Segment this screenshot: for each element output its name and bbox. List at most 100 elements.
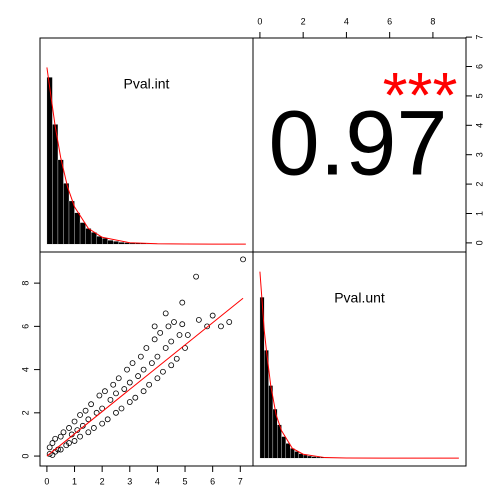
scatter-point	[148, 360, 155, 367]
scatter-point	[132, 394, 139, 401]
y-tick-label: 4	[20, 367, 30, 372]
scatter-point	[49, 440, 56, 446]
scatter-point	[118, 405, 125, 412]
scatter-point	[60, 429, 67, 436]
scatter-point	[140, 388, 147, 395]
histogram-bar	[102, 238, 108, 245]
fit-line	[46, 297, 244, 457]
y-tick-label: 8	[20, 281, 30, 286]
scatter-point	[162, 345, 169, 351]
scatter-point	[157, 329, 164, 336]
scatter-point	[115, 375, 122, 382]
y-tick-label: 3	[474, 152, 484, 157]
y-tick-label: 6	[474, 64, 484, 69]
scatter-point	[171, 319, 177, 325]
scatter-point	[71, 438, 78, 444]
histogram-bar	[281, 436, 287, 459]
scatter-point	[160, 368, 166, 375]
scatter-point	[66, 440, 72, 446]
scatter-point	[71, 418, 78, 425]
histogram-bar	[74, 212, 81, 245]
scatter-point	[88, 401, 95, 408]
scatter-point	[110, 381, 117, 388]
scatter-point	[102, 388, 108, 395]
scatter-point	[77, 412, 83, 418]
histogram-bar	[118, 242, 125, 245]
scatter-point	[179, 299, 186, 306]
scatter-point	[179, 321, 186, 328]
scatter-point	[143, 345, 150, 351]
panel-frame	[252, 251, 467, 467]
scatter-point	[137, 353, 144, 360]
histogram-bar	[285, 443, 291, 459]
y-tick-label: 1	[474, 211, 484, 216]
scatter-point	[121, 386, 128, 392]
scatter-point	[113, 390, 119, 397]
histogram-bar	[68, 200, 75, 245]
scatter-point	[168, 338, 175, 345]
scatter-point	[57, 433, 64, 440]
histogram-bar	[90, 232, 97, 245]
scatter-point	[146, 381, 153, 388]
x-tick-label: 6	[210, 476, 215, 486]
scatter-point	[82, 407, 89, 414]
x-tick-label: 2	[301, 16, 306, 26]
x-tick-label: 2	[100, 476, 105, 486]
panel-label: Pval.int	[124, 76, 170, 92]
scatter-point	[218, 323, 224, 330]
scatter-point	[107, 396, 114, 403]
y-tick-label: 5	[474, 93, 484, 98]
scatter-point	[85, 416, 92, 423]
scatter-point	[204, 323, 211, 330]
scatter-point	[113, 409, 119, 416]
x-tick-label: 0	[257, 16, 262, 26]
significance-stars: ***	[383, 59, 458, 131]
y-tick-label: 2	[474, 182, 484, 187]
scatter-point	[46, 444, 53, 451]
scatter-point	[151, 323, 158, 330]
y-tick-label: 6	[20, 324, 30, 329]
histogram-bar	[52, 124, 59, 245]
histogram-bar	[294, 451, 299, 459]
y-tick-label: 2	[20, 410, 30, 415]
scatter-point	[240, 256, 246, 263]
x-tick-label: 0	[44, 476, 49, 486]
histogram-bar	[79, 222, 86, 245]
scatter-point	[104, 416, 111, 423]
scatter-point	[154, 375, 161, 382]
x-tick-label: 4	[344, 16, 349, 26]
panel-frame	[39, 251, 254, 467]
histogram-bar	[107, 240, 114, 245]
histogram-bar	[290, 448, 295, 459]
correlation-value: 0.97	[268, 92, 447, 194]
scatter-point	[96, 392, 103, 399]
x-tick-label: 3	[127, 476, 132, 486]
scatter-point	[57, 446, 64, 453]
histogram-bar	[57, 159, 64, 245]
scatter-point	[126, 399, 133, 405]
y-tick-label: 0	[20, 454, 30, 459]
histogram-bar	[307, 455, 312, 459]
scatter-point	[124, 366, 130, 373]
scatter-point	[66, 425, 72, 431]
scatter-point	[77, 433, 83, 440]
histogram-bar	[63, 183, 70, 245]
scatter-point	[46, 450, 53, 457]
scatter-point	[140, 366, 147, 373]
x-tick-label: 7	[238, 476, 243, 486]
scatter-point	[176, 332, 183, 338]
scatter-point	[85, 429, 92, 436]
panel-label: Pval.unt	[334, 290, 385, 306]
scatter-point	[165, 323, 172, 330]
density-line	[46, 67, 246, 245]
histogram-bar	[303, 454, 308, 459]
scatter-point	[162, 310, 169, 317]
scatter-point	[193, 273, 199, 280]
scatter-point	[99, 420, 106, 427]
scatter-point	[90, 425, 97, 431]
y-tick-label: 0	[474, 240, 484, 245]
scatter-point	[93, 409, 100, 416]
density-line	[259, 271, 459, 459]
scatter-point	[126, 379, 133, 386]
